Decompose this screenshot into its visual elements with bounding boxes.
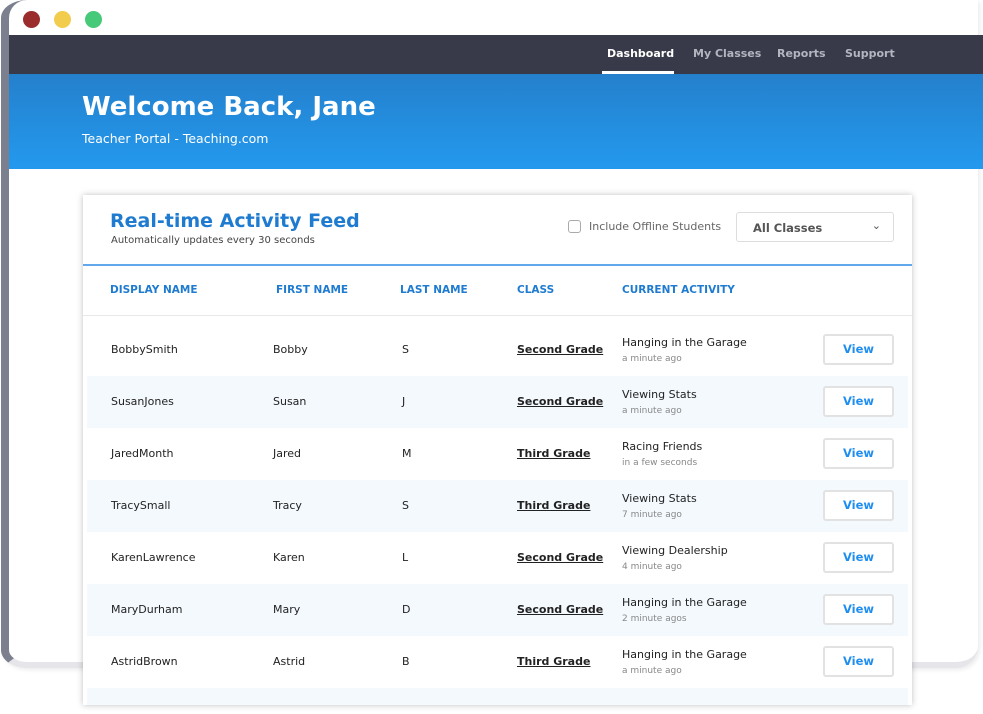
activity-feed-card: Real-time Activity Feed Automatically up… [83, 195, 912, 705]
table-row: AstridBrown Astrid B Third Grade Hanging in … [87, 636, 908, 688]
display-name: SusanJones [111, 395, 174, 408]
current-activity: Racing Friends [622, 440, 703, 453]
class-filter-value: All Classes [753, 221, 823, 235]
display-name: TracySmall [111, 499, 171, 512]
display-name: MaryDurham [111, 603, 183, 616]
view-button[interactable]: View [823, 542, 894, 573]
col-current-activity[interactable]: CURRENT ACTIVITY [622, 284, 735, 296]
activity-time: 2 minute agos [622, 614, 687, 624]
col-first-name[interactable]: FIRST NAME [276, 284, 349, 296]
welcome-title: Welcome Back, Jane [82, 92, 376, 122]
feed-subtitle: Automatically updates every 30 seconds [111, 235, 315, 246]
display-name: KarenLawrence [111, 551, 196, 564]
portal-subtitle: Teacher Portal - Teaching.com [82, 131, 269, 146]
close-window-button[interactable] [23, 11, 40, 28]
first-name: Jared [273, 447, 302, 460]
activity-time: a minute ago [622, 666, 682, 676]
table-row: KarenLawrence Karen L Second Grade Viewing D… [87, 532, 908, 584]
class-filter-select[interactable]: All Classes ⌄ [736, 212, 894, 242]
activity-time: 7 minute ago [622, 510, 682, 520]
last-name: B [402, 655, 410, 668]
display-name: JaredMonth [111, 447, 174, 460]
class-link[interactable]: Second Grade [517, 551, 604, 564]
include-offline-checkbox[interactable] [568, 220, 581, 233]
table-row: SusanJones Susan J Second Grade Viewing Stat… [87, 376, 908, 428]
first-name: Karen [273, 551, 305, 564]
activity-time: 4 minute ago [622, 562, 682, 572]
feed-title: Real-time Activity Feed [110, 210, 360, 232]
include-offline-label[interactable]: Include Offline Students [589, 220, 722, 233]
table-row: TracySmall Tracy S Third Grade Viewing Stats… [87, 480, 908, 532]
col-display-name[interactable]: DISPLAY NAME [110, 284, 198, 296]
nav-support[interactable]: Support [845, 47, 895, 60]
display-name: AstridBrown [111, 655, 178, 668]
current-activity: Hanging in the Garage [622, 648, 747, 661]
class-link[interactable]: Second Grade [517, 603, 604, 616]
table-row: JaredMonth Jared M Third Grade Racing Friend… [87, 428, 908, 480]
current-activity: Viewing Stats [622, 388, 697, 401]
activity-time: in a few seconds [622, 458, 698, 468]
view-button[interactable]: View [823, 490, 894, 521]
current-activity: Viewing Stats [622, 492, 697, 505]
activity-time: a minute ago [622, 354, 682, 364]
first-name: Susan [273, 395, 307, 408]
last-name: J [402, 395, 406, 408]
class-link[interactable]: Third Grade [517, 447, 591, 460]
class-link[interactable]: Second Grade [517, 343, 604, 356]
class-link[interactable]: Third Grade [517, 655, 591, 668]
column-header-divider [83, 315, 912, 316]
first-name: Astrid [273, 655, 306, 668]
maximize-window-button[interactable] [85, 11, 102, 28]
first-name: Bobby [273, 343, 308, 356]
class-link[interactable]: Third Grade [517, 499, 591, 512]
last-name: S [402, 343, 409, 356]
last-name: M [402, 447, 412, 460]
table-row: MaryDurham Mary D Second Grade Hanging in th… [87, 584, 908, 636]
hero-banner: Welcome Back, Jane Teacher Portal - Teac… [9, 74, 983, 169]
nav-my-classes[interactable]: My Classes [693, 47, 762, 60]
current-activity: Hanging in the Garage [622, 596, 747, 609]
first-name: Mary [273, 603, 301, 616]
last-name: L [402, 551, 409, 564]
view-button[interactable]: View [823, 594, 894, 625]
current-activity: Viewing Dealership [622, 544, 728, 557]
view-button[interactable]: View [823, 646, 894, 677]
current-activity: Hanging in the Garage [622, 336, 747, 349]
table-row [87, 688, 908, 705]
nav-reports[interactable]: Reports [777, 47, 826, 60]
last-name: D [402, 603, 411, 616]
minimize-window-button[interactable] [54, 11, 71, 28]
top-nav: Dashboard My Classes Reports Support [9, 35, 983, 74]
view-button[interactable]: View [823, 386, 894, 417]
col-class[interactable]: CLASS [517, 284, 555, 296]
class-link[interactable]: Second Grade [517, 395, 604, 408]
col-last-name[interactable]: LAST NAME [400, 284, 468, 296]
last-name: S [402, 499, 409, 512]
active-nav-indicator [602, 71, 674, 74]
display-name: BobbySmith [111, 343, 178, 356]
header-divider [83, 264, 912, 266]
activity-time: a minute ago [622, 406, 682, 416]
chevron-down-icon: ⌄ [871, 219, 881, 232]
view-button[interactable]: View [823, 334, 894, 365]
first-name: Tracy [273, 499, 302, 512]
nav-dashboard[interactable]: Dashboard [607, 47, 675, 60]
view-button[interactable]: View [823, 438, 894, 469]
table-row: BobbySmith Bobby S Second Grade Hanging in t… [87, 324, 908, 376]
